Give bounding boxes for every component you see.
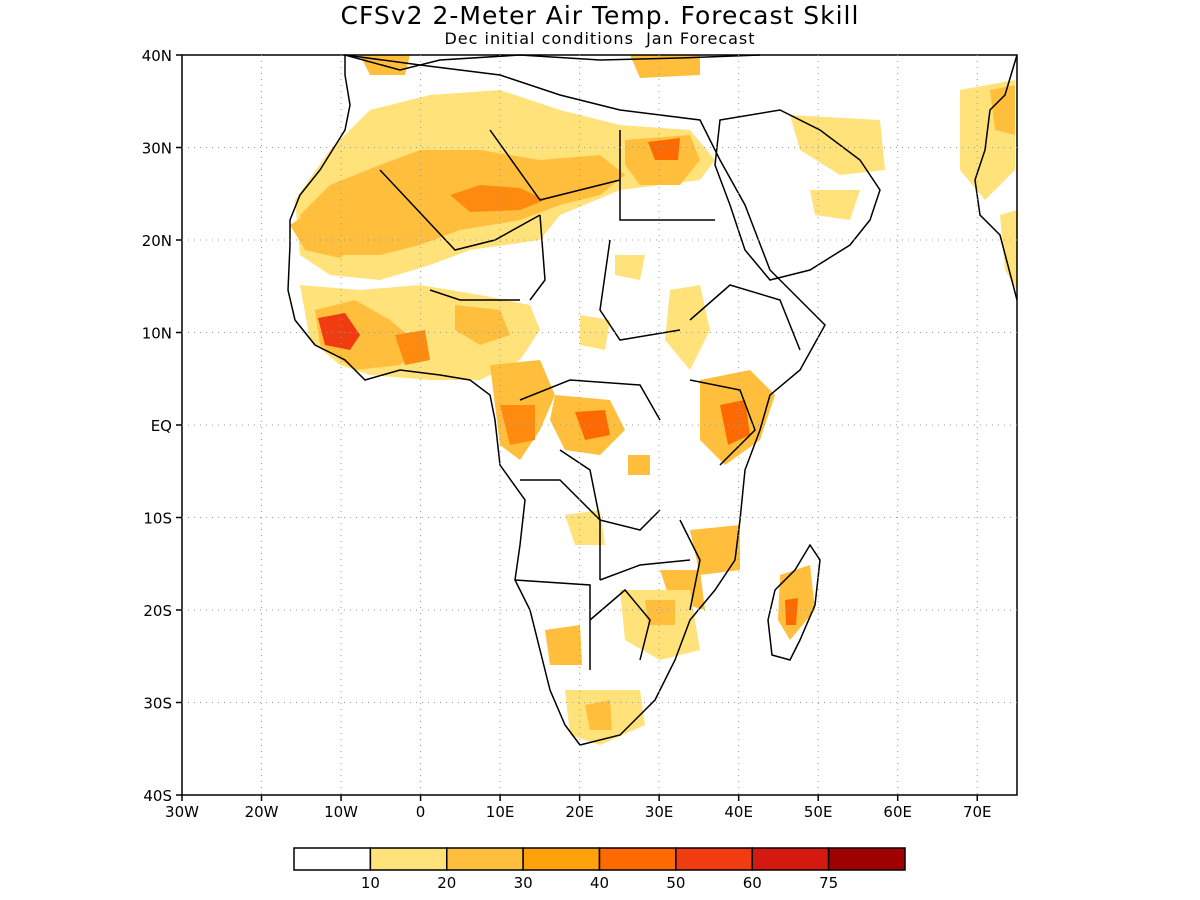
skill-area-sahara-core [450, 185, 545, 212]
border-mozambique [679, 519, 701, 611]
legend-label: 50 [666, 874, 685, 892]
skill-area-arabia-s [810, 190, 860, 220]
skill-area-guinea [318, 313, 360, 350]
skill-area-india-west [990, 85, 1015, 135]
border-egypt [619, 130, 715, 221]
legend-label: 75 [819, 874, 838, 892]
legend-label: 10 [361, 874, 380, 892]
y-tick-label: 40N [142, 47, 172, 65]
skill-area-car [580, 315, 610, 350]
skill-area-ghana [395, 330, 430, 365]
arabia-coastline [714, 109, 881, 281]
madagascar-coastline [767, 543, 821, 661]
y-tick-label: 40S [143, 787, 172, 805]
legend-swatch [675, 847, 753, 871]
skill-area-egypt-core [648, 138, 680, 160]
skill-area-kenya-core [720, 400, 750, 445]
border-zambia [599, 559, 691, 581]
y-tick-label: 30N [142, 140, 172, 158]
border-chad [529, 214, 546, 301]
border-congo [519, 379, 661, 421]
border-ethiopia [689, 284, 801, 351]
border-kenya [689, 379, 756, 466]
skill-area-india-s [1000, 210, 1017, 290]
skill-area-madagascar-core [785, 598, 798, 625]
y-tick-label: EQ [151, 417, 172, 435]
skill-area-tanzania [690, 525, 740, 575]
legend-swatch [369, 847, 448, 871]
legend-swatch [598, 847, 677, 871]
skill-area-zim-core [645, 600, 675, 625]
y-axis-labels: 40N 30N 20N 10N EQ 10S 20S 30S 40S [142, 47, 172, 805]
legend-label: 20 [437, 874, 456, 892]
skill-area-cape [585, 700, 612, 730]
skill-area-gabon [500, 405, 535, 445]
x-tick-label: 20W [245, 803, 279, 821]
border-botswana [589, 588, 651, 661]
legend-label: 30 [514, 874, 533, 892]
color-bar-legend: 10 20 30 40 50 60 75 [293, 847, 906, 892]
skill-area-congo-core [575, 410, 610, 440]
y-tick-label: 10S [143, 510, 172, 528]
map-title: CFSv2 2-Meter Air Temp. Forecast Skill [341, 1, 860, 30]
legend-swatch [522, 847, 601, 871]
legend-swatch [446, 847, 524, 871]
x-tick-label: 70E [963, 803, 992, 821]
x-tick-label: 30W [165, 803, 199, 821]
skill-area-nigeria [455, 305, 510, 345]
legend-label: 40 [590, 874, 609, 892]
africa-coastline [287, 54, 826, 746]
border-libya [489, 129, 621, 201]
border-sudan [599, 239, 681, 341]
border-nigeria [429, 289, 520, 301]
skill-shading [290, 55, 1017, 745]
legend-swatch [827, 847, 906, 871]
legend-swatch [293, 847, 372, 871]
y-tick-label: 20N [142, 232, 172, 250]
skill-area-sudan [615, 255, 645, 280]
india-coastline [974, 54, 1018, 301]
skill-area-rwanda [628, 455, 650, 475]
x-tick-label: 60E [883, 803, 912, 821]
skill-area-arabia [790, 115, 885, 175]
x-tick-label: 0 [416, 803, 426, 821]
skill-area-namibia [545, 625, 582, 665]
legend-swatch [751, 847, 830, 871]
x-axis-labels: 30W 20W 10W 0 10E 20E 30E 40E 50E 60E 70E [165, 803, 991, 821]
x-tick-label: 30E [645, 803, 674, 821]
x-tick-label: 10W [324, 803, 358, 821]
skill-area-angola [565, 510, 605, 545]
skill-area-ethiopia [665, 285, 710, 370]
y-tick-label: 30S [143, 695, 172, 713]
skill-area-aegean [630, 55, 700, 78]
x-tick-label: 20E [565, 803, 594, 821]
y-tick-label: 20S [143, 602, 172, 620]
y-tick-label: 10N [142, 325, 172, 343]
border-algeria [379, 169, 541, 251]
legend-label: 60 [743, 874, 762, 892]
x-tick-label: 10E [486, 803, 515, 821]
skill-area-mauritania [290, 205, 362, 258]
x-tick-label: 50E [804, 803, 833, 821]
border-namibia [514, 579, 591, 670]
axis-ticks [176, 54, 978, 801]
map-subtitle: Dec initial conditions Jan Forecast [444, 29, 755, 48]
x-tick-label: 40E [724, 803, 753, 821]
